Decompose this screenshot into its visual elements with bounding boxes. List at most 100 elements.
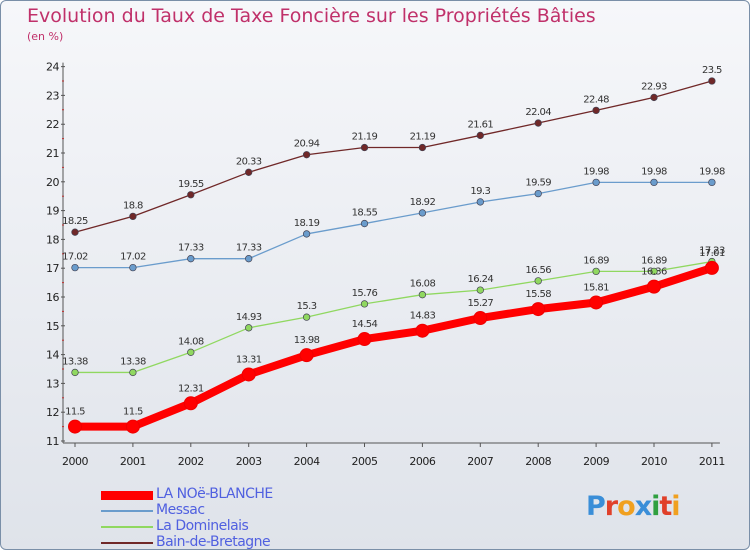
series-line <box>75 181 712 269</box>
data-point <box>650 93 658 102</box>
data-point <box>129 263 137 272</box>
data-point <box>708 178 716 187</box>
data-point <box>71 228 79 236</box>
x-tick-label: 2003 <box>236 455 262 468</box>
legend-label: Messac <box>156 502 205 518</box>
data-point <box>187 191 195 199</box>
data-label: 20.33 <box>236 156 262 167</box>
y-tick-label: 14 <box>46 349 59 362</box>
logo-letter: x <box>634 491 652 522</box>
data-label: 22.04 <box>525 107 551 118</box>
data-label: 17.23 <box>699 246 725 257</box>
data-label: 18.25 <box>62 216 88 227</box>
data-point <box>360 300 369 308</box>
data-label: 15.58 <box>525 289 551 300</box>
logo-letter: i <box>671 491 680 522</box>
data-point <box>650 178 658 187</box>
data-point <box>650 267 658 276</box>
data-label: 12.31 <box>178 383 204 394</box>
data-point <box>415 323 430 338</box>
data-label: 17.02 <box>120 252 146 263</box>
x-tick-label: 2009 <box>583 455 609 468</box>
data-point <box>187 348 195 356</box>
legend-swatch <box>101 542 153 544</box>
y-tick-label: 16 <box>46 291 59 304</box>
data-label: 22.93 <box>641 81 667 92</box>
legend-swatch <box>101 510 153 512</box>
legend-swatch <box>101 490 153 500</box>
data-label: 18.55 <box>352 208 378 219</box>
legend-label: LA NOë-BLANCHE <box>156 486 273 502</box>
data-label: 19.98 <box>699 166 725 177</box>
data-label: 21.19 <box>352 132 378 143</box>
data-point <box>473 311 488 326</box>
data-label: 16.89 <box>583 255 609 266</box>
data-label: 14.93 <box>236 312 262 323</box>
data-point <box>708 77 716 85</box>
data-label: 14.54 <box>352 319 378 330</box>
x-tick-label: 2006 <box>409 455 435 468</box>
y-tick-label: 21 <box>46 147 59 160</box>
logo-letter: r <box>604 491 618 522</box>
legend-label: La Dominelais <box>156 518 249 534</box>
data-label: 21.19 <box>410 132 436 143</box>
data-point <box>534 119 542 127</box>
data-label: 13.38 <box>120 356 146 367</box>
data-label: 13.98 <box>294 335 320 346</box>
y-tick-label: 23 <box>46 89 59 102</box>
data-point <box>476 198 484 206</box>
data-label: 16.36 <box>641 267 667 278</box>
data-label: 18.19 <box>294 218 320 229</box>
data-label: 16.56 <box>525 265 551 276</box>
data-point <box>647 279 661 294</box>
data-point <box>476 131 484 140</box>
data-label: 19.59 <box>525 178 551 189</box>
proxiti-logo: Proxiti <box>586 491 681 522</box>
data-point <box>531 302 546 317</box>
x-tick-label: 2005 <box>352 455 378 468</box>
y-tick-label: 18 <box>46 233 59 246</box>
x-tick-label: 2010 <box>641 455 667 468</box>
data-point <box>418 291 427 299</box>
logo-letter: t <box>659 491 672 522</box>
data-point <box>360 219 369 228</box>
data-label: 13.38 <box>62 356 88 367</box>
data-label: 13.31 <box>236 354 262 365</box>
chart-title: Evolution du Taux de Taxe Foncière sur l… <box>27 5 596 27</box>
x-tick-label: 2004 <box>294 455 320 468</box>
data-point <box>125 419 140 434</box>
data-point <box>183 396 198 411</box>
data-label: 15.81 <box>583 282 609 293</box>
series-line <box>74 80 713 233</box>
data-point <box>71 263 79 272</box>
data-label: 19.3 <box>470 186 490 197</box>
data-point <box>129 212 137 221</box>
data-label: 23.5 <box>702 65 722 76</box>
data-label: 15.3 <box>297 301 317 312</box>
data-label: 22.48 <box>583 94 609 105</box>
data-point <box>418 143 427 152</box>
data-point <box>476 286 484 294</box>
data-label: 17.02 <box>62 252 88 263</box>
x-tick-label: 2002 <box>178 455 204 468</box>
x-tick-label: 2011 <box>699 455 725 468</box>
series-line <box>75 260 713 374</box>
legend-swatch <box>101 526 153 528</box>
data-point <box>357 332 372 347</box>
y-tick-label: 11 <box>46 435 59 448</box>
data-label: 19.98 <box>583 166 609 177</box>
x-tick-label: 2001 <box>120 455 146 468</box>
data-label: 16.08 <box>410 279 436 290</box>
data-point <box>71 368 79 377</box>
x-tick-label: 2007 <box>467 455 493 468</box>
data-label: 16.24 <box>467 274 493 285</box>
data-label: 21.61 <box>467 119 493 130</box>
chart-unit-label: (en %) <box>27 30 64 43</box>
data-label: 14.08 <box>178 336 204 347</box>
data-point <box>592 106 600 115</box>
data-point <box>245 168 253 176</box>
data-label: 17.01 <box>699 248 725 259</box>
data-label: 11.5 <box>65 407 85 418</box>
legend-label: Bain-de-Bretagne <box>156 534 271 550</box>
